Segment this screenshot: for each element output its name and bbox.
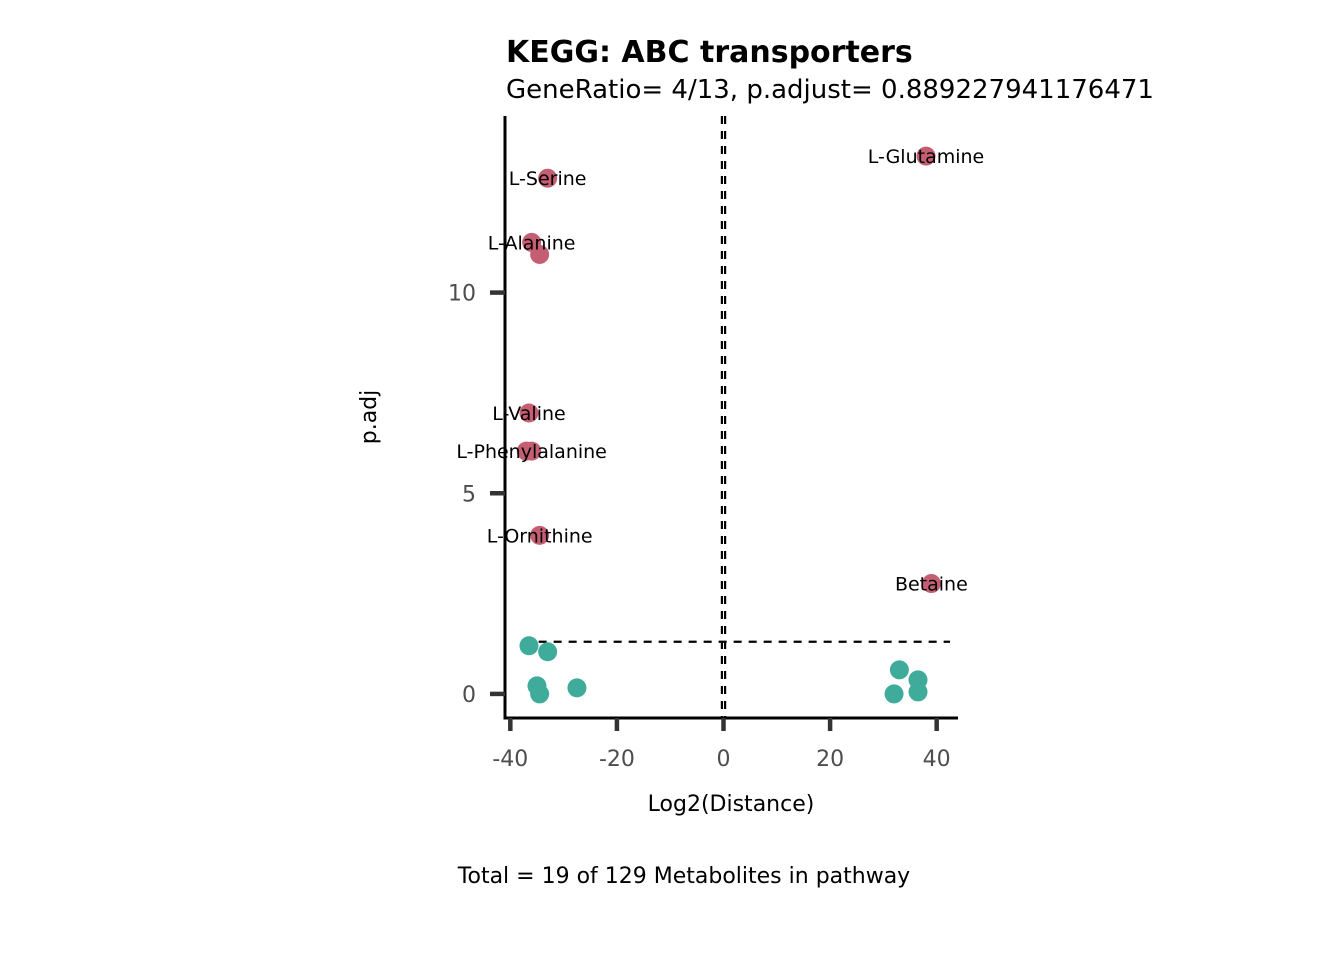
point-labels: L-Glutamine L-Serine L-Alanine L-Valine L-Ph…	[456, 146, 984, 595]
y-tick-label: 5	[462, 482, 476, 507]
point-label: Betaine	[895, 574, 968, 596]
axes: -40 -20 0 20 40 0 5 10	[448, 116, 958, 772]
data-points	[516, 146, 941, 704]
data-point	[908, 682, 928, 702]
data-point	[530, 525, 550, 545]
reference-lines	[523, 116, 950, 718]
x-tick-label: 20	[816, 747, 844, 772]
point-label: L-Serine	[509, 168, 587, 190]
x-tick-label: -20	[599, 747, 635, 772]
data-point	[538, 168, 558, 188]
data-point	[538, 642, 558, 662]
chart-subtitle: GeneRatio= 4/13, p.adjust= 0.88922794117…	[506, 75, 1154, 105]
x-axis-title: Log2(Distance)	[648, 792, 815, 817]
point-label: L-Glutamine	[868, 146, 984, 168]
data-point	[519, 636, 539, 656]
y-tick-label: 0	[462, 683, 476, 708]
data-point	[530, 244, 550, 264]
chart-caption: Total = 19 of 129 Metabolites in pathway	[457, 864, 910, 889]
point-label: L-Phenylalanine	[456, 441, 606, 463]
point-label: L-Valine	[492, 403, 565, 425]
data-point	[516, 441, 536, 461]
chart-title: KEGG: ABC transporters	[506, 35, 913, 70]
data-point	[921, 574, 941, 594]
data-point	[884, 684, 904, 704]
data-point	[567, 678, 587, 698]
y-tick-label: 10	[448, 282, 476, 307]
point-label: L-Ornithine	[487, 525, 593, 547]
data-point	[530, 684, 550, 704]
point-label: L-Alanine	[488, 232, 576, 254]
data-point	[916, 146, 936, 166]
y-axis-title: p.adj	[357, 390, 382, 445]
data-point	[519, 403, 539, 423]
x-tick-label: 0	[717, 747, 731, 772]
x-tick-label: -40	[492, 747, 528, 772]
x-tick-label: 40	[923, 747, 951, 772]
data-point	[889, 660, 909, 680]
